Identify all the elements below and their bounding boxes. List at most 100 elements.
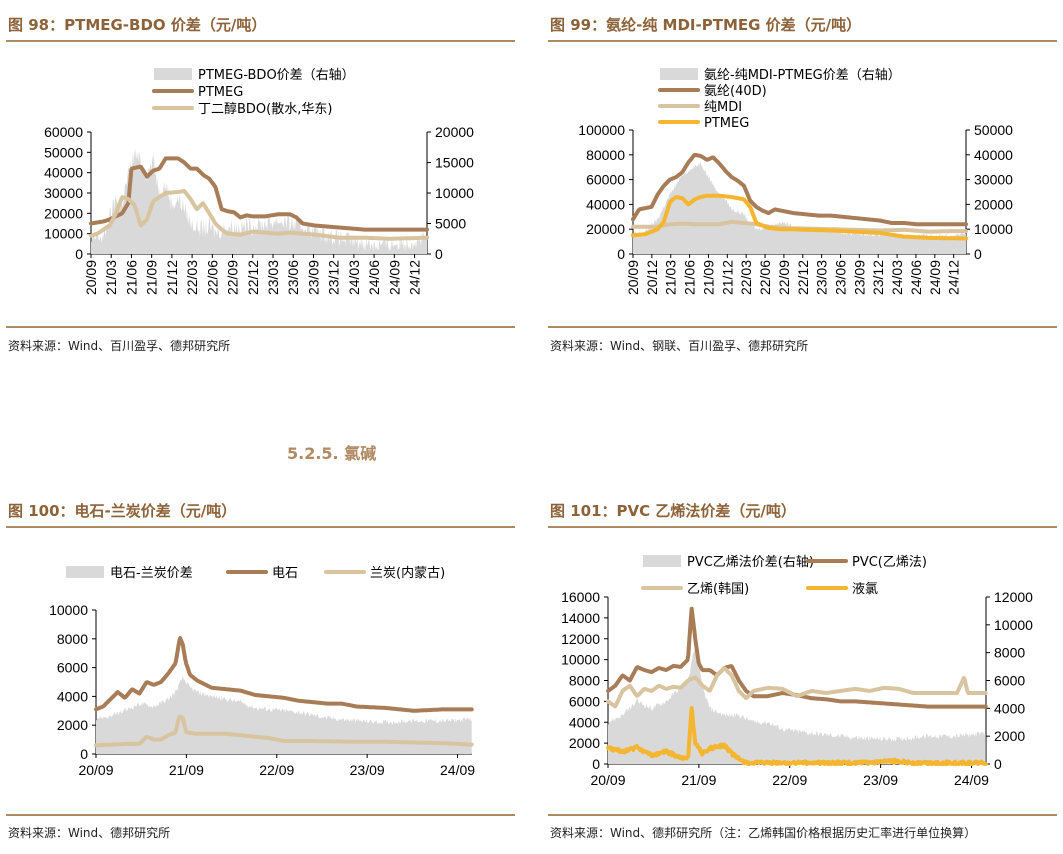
y-right-tick-label: 50000	[974, 122, 1013, 138]
legend-swatch	[66, 566, 104, 578]
x-tick-label: 23/09	[305, 260, 321, 295]
legend-label: PTMEG	[704, 116, 749, 131]
y-left-tick-label: 10000	[561, 652, 600, 668]
x-tick-label: 21/03	[663, 260, 679, 295]
legend-swatch	[154, 68, 192, 80]
y-right-tick-label: 0	[435, 246, 443, 262]
x-tick-label: 20/09	[625, 260, 641, 295]
legend-label: PTMEG	[198, 85, 243, 100]
y-right-tick-label: 12000	[994, 589, 1033, 605]
figure-101-source: 资料来源：Wind、德邦研究所（注：乙烯韩国价格根据历史汇率进行单位换算）	[550, 826, 977, 840]
x-tick-label: 22/12	[245, 260, 261, 295]
section-heading: 5.2.5. 氯碱	[287, 444, 377, 463]
x-tick-label: 21/06	[123, 260, 139, 295]
x-tick-label: 21/06	[682, 260, 698, 295]
series-mdi-ptmeg-0-area	[633, 161, 966, 254]
y-right-tick-label: 0	[994, 756, 1002, 772]
y-left-tick-label: 50000	[44, 144, 83, 160]
x-tick-label: 22/06	[757, 260, 773, 295]
x-tick-label: 23/09	[851, 260, 867, 295]
x-tick-label: 22/09	[772, 772, 807, 788]
x-tick-label: 21/09	[169, 762, 204, 778]
legend-label: 电石	[272, 566, 298, 581]
legend-label: 氨纶(40D)	[704, 84, 767, 99]
y-right-tick-label: 10000	[435, 185, 474, 201]
y-left-tick-label: 16000	[561, 589, 600, 605]
y-right-tick-label: 15000	[435, 155, 474, 171]
x-tick-label: 24/12	[407, 260, 423, 295]
x-tick-label: 22/09	[776, 260, 792, 295]
x-tick-label: 21/09	[700, 260, 716, 295]
x-tick-label: 23/09	[350, 762, 385, 778]
x-tick-label: 20/09	[83, 260, 99, 295]
figure-101-top-rule	[548, 526, 1057, 528]
x-tick-label: 21/03	[103, 260, 119, 295]
y-left-tick-label: 30000	[44, 185, 83, 201]
x-tick-label: 22/09	[259, 762, 294, 778]
legend-swatch	[660, 68, 698, 80]
y-left-tick-label: 10000	[49, 602, 88, 618]
figure-99-top-rule	[548, 40, 1057, 42]
figure-99-source: 资料来源：Wind、钢联、百川盈孚、德邦研究所	[550, 339, 809, 353]
x-tick-label: 23/12	[870, 260, 886, 295]
legend-label: PTMEG-BDO价差（右轴）	[198, 68, 355, 83]
y-right-tick-label: 10000	[974, 221, 1013, 237]
y-left-tick-label: 6000	[569, 693, 600, 709]
y-left-tick-label: 40000	[586, 196, 625, 212]
series-ptmeg-bdo-0-area	[91, 148, 427, 254]
y-right-tick-label: 6000	[994, 673, 1025, 689]
y-left-tick-label: 100000	[578, 122, 625, 138]
legend-label: 液氯	[852, 582, 878, 597]
y-right-tick-label: 40000	[974, 147, 1013, 163]
y-left-tick-label: 60000	[586, 172, 625, 188]
figure-100-source: 资料来源：Wind、德邦研究所	[8, 826, 171, 840]
figure-98-source: 资料来源：Wind、百川盈孚、德邦研究所	[8, 339, 231, 353]
y-right-tick-label: 0	[974, 246, 982, 262]
legend-label: 电石-兰炭价差	[110, 566, 193, 581]
x-tick-label: 23/12	[326, 260, 342, 295]
legend-label: 兰炭(内蒙古)	[370, 565, 445, 581]
y-left-tick-label: 60000	[44, 124, 83, 140]
x-tick-label: 23/03	[814, 260, 830, 295]
y-left-tick-label: 20000	[586, 221, 625, 237]
y-left-tick-label: 0	[617, 246, 625, 262]
y-right-tick-label: 2000	[994, 728, 1025, 744]
y-right-tick-label: 30000	[974, 172, 1013, 188]
chart-99: 0 20000 40000 60000 80000 100000 0 10000 20000 30…	[578, 68, 1013, 295]
y-left-tick-label: 0	[75, 246, 83, 262]
y-right-tick-label: 10000	[994, 617, 1033, 633]
x-tick-label: 22/06	[204, 260, 220, 295]
y-left-tick-label: 0	[592, 756, 600, 772]
figure-99-title: 图 99：氨纶-纯 MDI-PTMEG 价差（元/吨）	[550, 16, 862, 34]
x-tick-label: 23/06	[832, 260, 848, 295]
legend-label: 乙烯(韩国)	[687, 582, 749, 597]
x-tick-label: 20/09	[78, 762, 113, 778]
figure-100-bottom-rule	[6, 814, 515, 816]
x-tick-label: 21/12	[719, 260, 735, 295]
legend-label: PVC乙烯法价差(右轴)	[687, 555, 814, 570]
x-tick-label: 21/09	[144, 260, 160, 295]
y-left-tick-label: 20000	[44, 205, 83, 221]
x-tick-label: 21/09	[681, 772, 716, 788]
y-left-tick-label: 8000	[57, 631, 88, 647]
chart-98: 0 10000 20000 30000 40000 50000 60000 0 5000 1000…	[44, 68, 474, 295]
chart-101: 0200040006000800010000120001400016000020…	[561, 555, 1033, 788]
x-tick-label: 24/12	[946, 260, 962, 295]
y-right-tick-label: 20000	[435, 124, 474, 140]
y-left-tick-label: 4000	[57, 688, 88, 704]
y-left-tick-label: 10000	[44, 226, 83, 242]
series-pvc-0-area	[608, 643, 986, 764]
y-left-tick-label: 12000	[561, 631, 600, 647]
x-tick-label: 24/09	[954, 772, 989, 788]
y-left-tick-label: 2000	[569, 735, 600, 751]
y-left-tick-label: 4000	[569, 714, 600, 730]
legend-swatch	[643, 555, 681, 567]
x-tick-label: 22/09	[225, 260, 241, 295]
legend-label: 丁二醇BDO(散水,华东)	[198, 101, 332, 117]
x-tick-label: 23/09	[863, 772, 898, 788]
series-ptmeg-1-line	[89, 156, 429, 232]
x-tick-label: 22/03	[184, 260, 200, 295]
y-left-tick-label: 6000	[57, 660, 88, 676]
figure-101-title: 图 101：PVC 乙烯法价差（元/吨）	[550, 502, 796, 520]
x-tick-label: 24/09	[386, 260, 402, 295]
